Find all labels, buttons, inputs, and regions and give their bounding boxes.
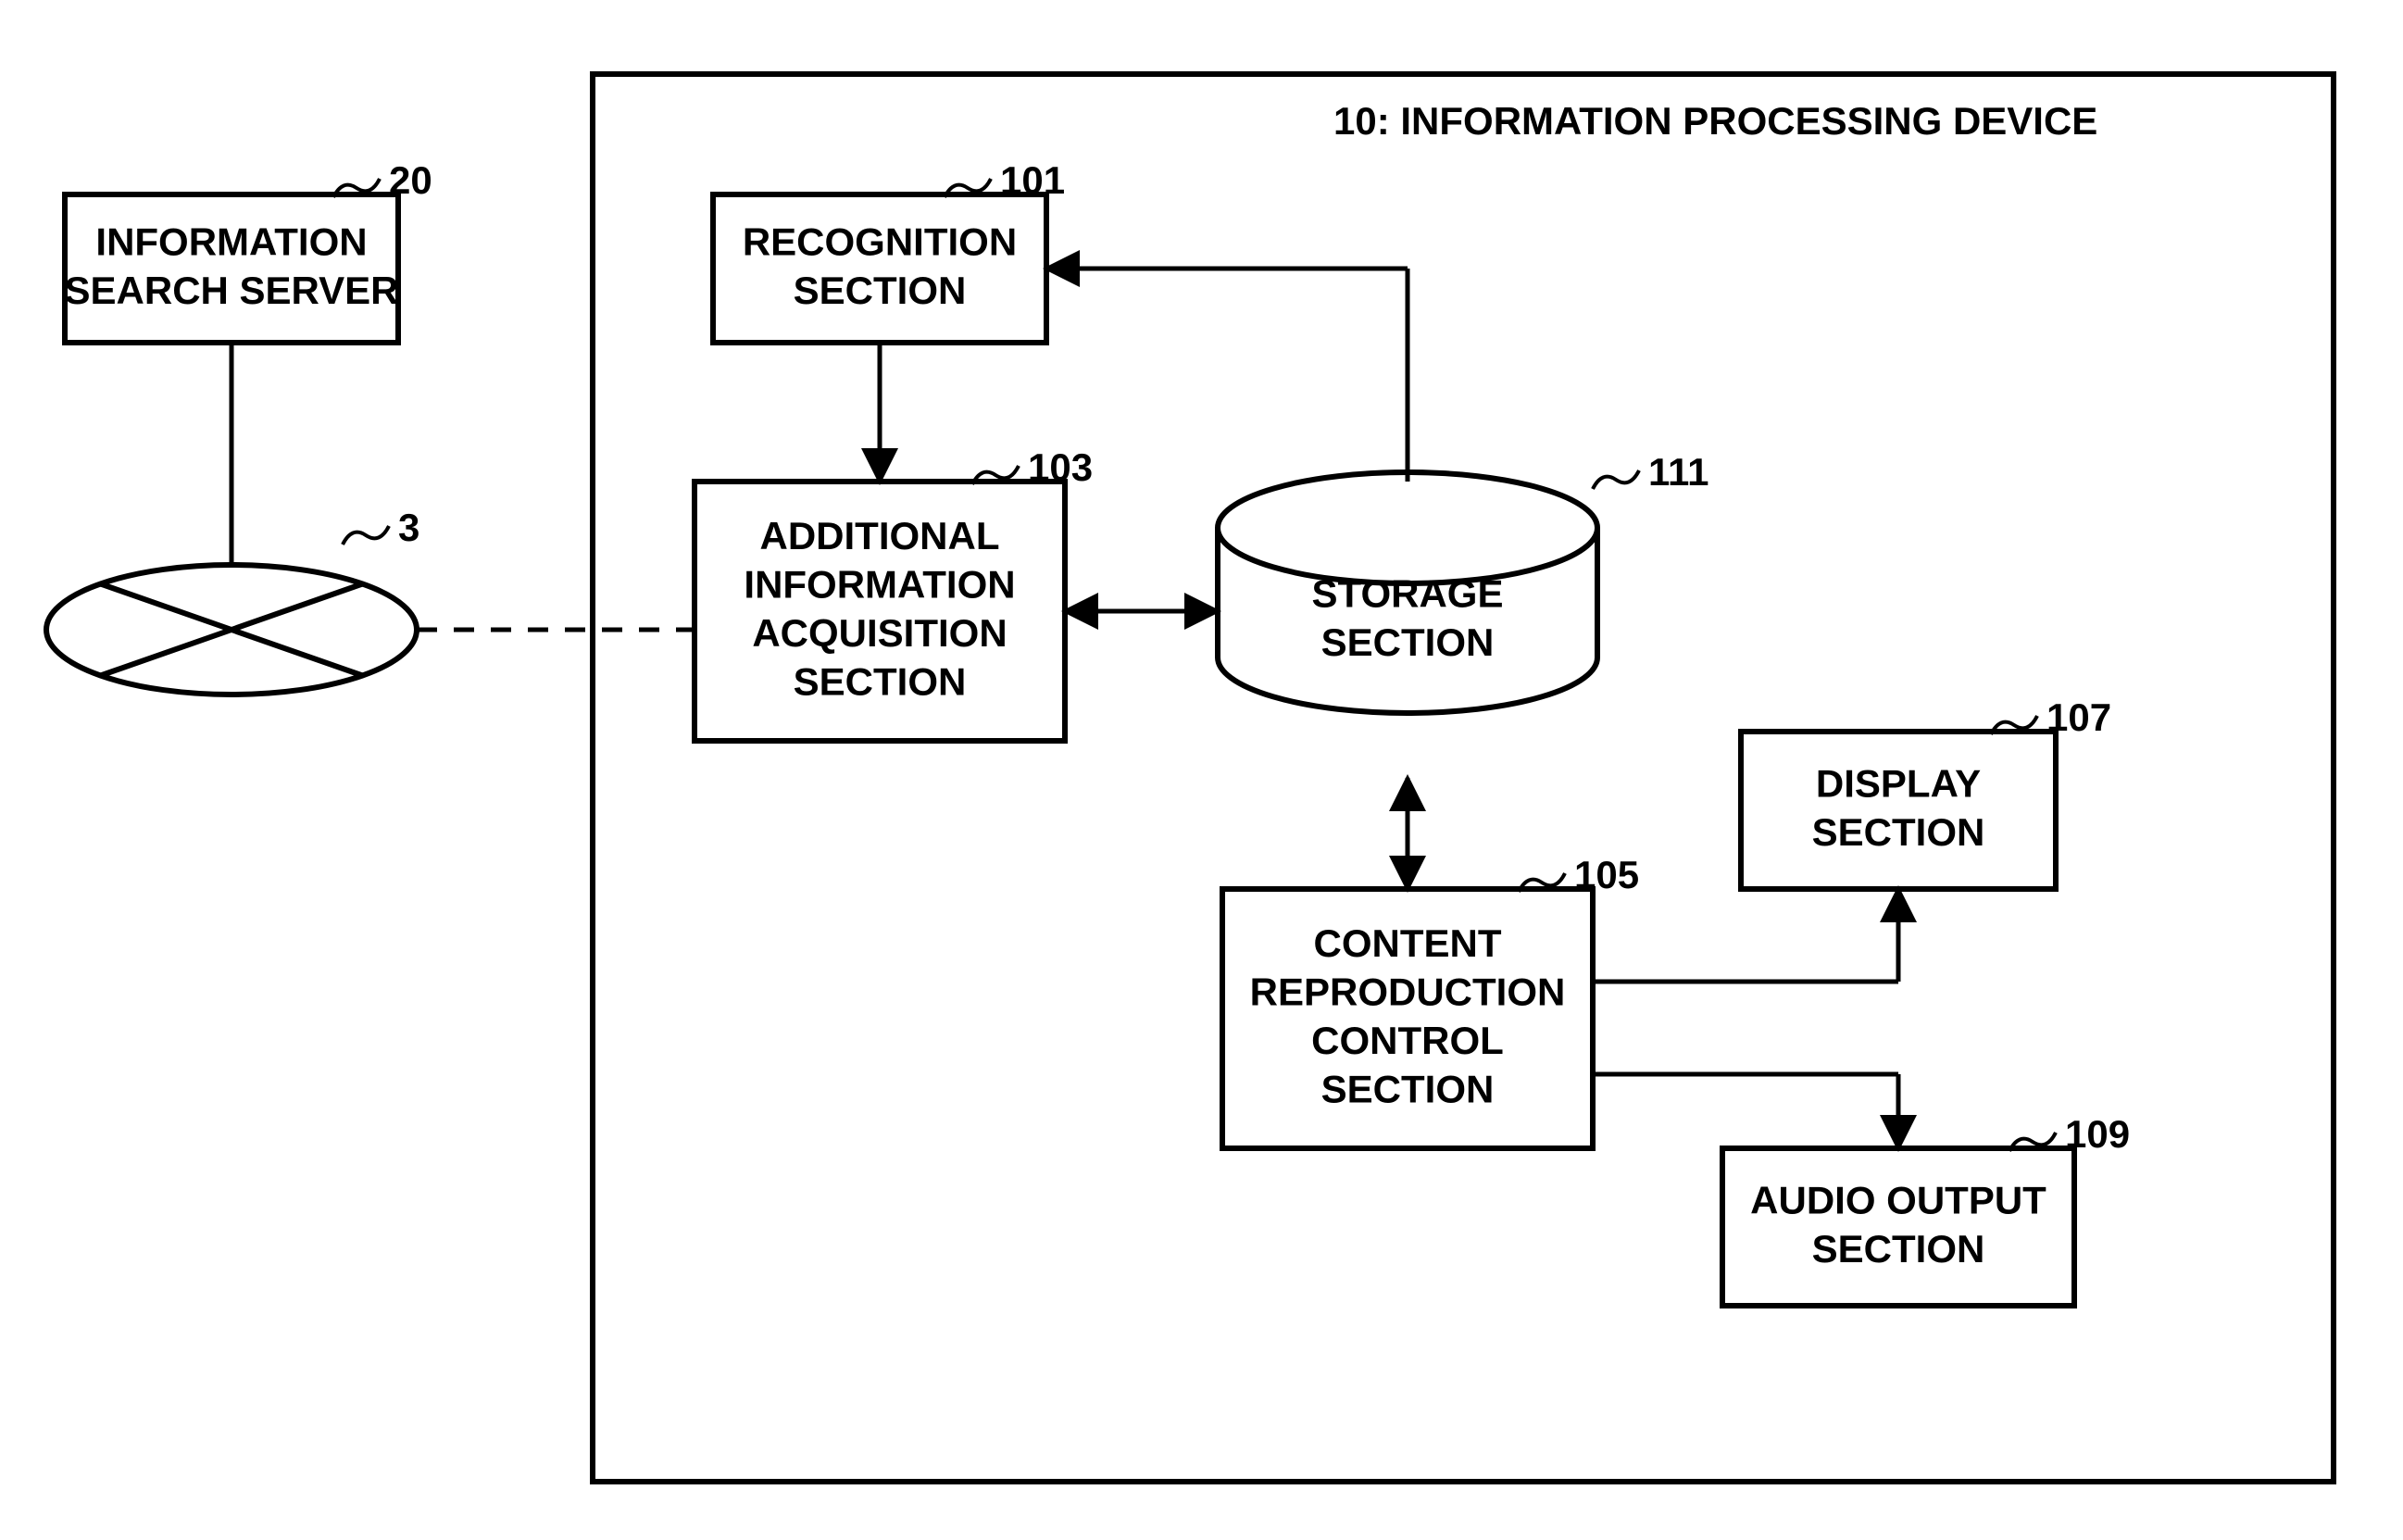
block-recognition-label: RECOGNITION (743, 219, 1017, 263)
block-storage-ref: 111 (1648, 450, 1708, 494)
network-node-leader (343, 526, 389, 545)
block-display-label: DISPLAY (1816, 761, 1981, 805)
block-storage-label: STORAGE (1312, 571, 1504, 615)
block-display-label: SECTION (1812, 810, 1985, 854)
block-recognition-label: SECTION (794, 269, 967, 312)
block-display-ref: 107 (2046, 695, 2111, 739)
block-display: DISPLAY SECTION 107 (1741, 695, 2111, 889)
block-storage: STORAGE SECTION 111 (1218, 450, 1708, 713)
block-content: CONTENT REPRODUCTION CONTROL SECTION 105 (1222, 853, 1639, 1148)
block-search-server-label: SEARCH SERVER (65, 269, 399, 312)
diagram-svg: 10: INFORMATION PROCESSING DEVICE INFORMA… (0, 0, 2403, 1540)
block-audio-ref: 109 (2065, 1112, 2130, 1156)
block-search-server: INFORMATION SEARCH SERVER 20 (65, 158, 432, 343)
block-content-label: CONTROL (1311, 1019, 1504, 1062)
block-storage-leader (1593, 470, 1639, 489)
network-node-ref: 3 (398, 506, 419, 549)
block-acquisition-ref: 103 (1028, 445, 1093, 489)
block-acquisition-label: ACQUISITION (752, 611, 1007, 655)
block-storage-label: SECTION (1321, 620, 1495, 664)
block-acquisition: ADDITIONAL INFORMATION ACQUISITIONSECTION 1… (695, 445, 1093, 741)
block-acquisition-label: ADDITIONAL (760, 514, 1000, 557)
block-recognition-ref: 101 (1000, 158, 1065, 202)
diagram-root: 10: INFORMATION PROCESSING DEVICE INFORMA… (0, 0, 2403, 1540)
block-acquisition-label: INFORMATION (744, 562, 1015, 606)
block-acquisition-label: SECTION (794, 659, 967, 703)
block-audio-label: SECTION (1812, 1227, 1985, 1271)
block-content-ref: 105 (1574, 853, 1639, 896)
block-content-label: SECTION (1321, 1067, 1495, 1110)
block-content-label: CONTENT (1314, 921, 1502, 965)
container-title: 10: INFORMATION PROCESSING DEVICE (1333, 99, 2097, 143)
block-search-server-ref: 20 (389, 158, 432, 202)
block-content-label: REPRODUCTION (1250, 970, 1566, 1013)
block-audio-label: AUDIO OUTPUT (1750, 1178, 2046, 1221)
block-audio: AUDIO OUTPUT SECTION 109 (1722, 1112, 2130, 1306)
block-search-server-label: INFORMATION (95, 219, 367, 263)
block-recognition: RECOGNITION SECTION 101 (713, 158, 1065, 343)
